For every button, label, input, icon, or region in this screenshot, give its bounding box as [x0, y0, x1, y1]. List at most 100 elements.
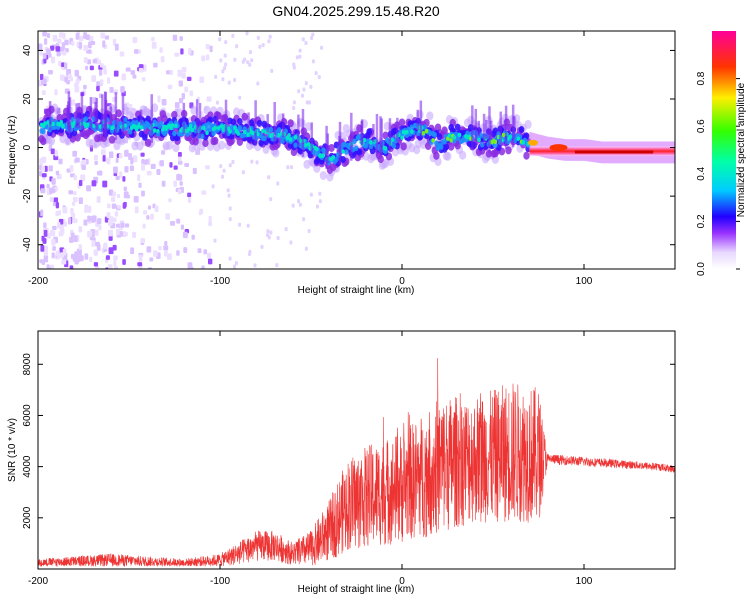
- speckle-cell: [138, 182, 142, 188]
- ridge-cell: [313, 163, 321, 173]
- speckle-cell: [98, 69, 103, 76]
- ridge-streak: [77, 102, 81, 129]
- ridge-cell: [293, 135, 298, 140]
- x-tick-label: -100: [210, 276, 230, 287]
- ridge-streak: [254, 100, 257, 146]
- speckle-cell: [101, 149, 106, 156]
- speckle-cell: [97, 218, 102, 225]
- speckle-cell: [207, 252, 212, 259]
- speckle-cell: [292, 65, 296, 70]
- ridge-cell: [315, 146, 319, 152]
- speckle-cell: [78, 244, 82, 250]
- speckle-cell: [86, 185, 92, 192]
- speckle-cell: [74, 86, 80, 93]
- speckle-cell: [320, 45, 324, 50]
- snr-line: [38, 358, 675, 568]
- ridge-cell: [277, 132, 281, 138]
- ridge-cell: [40, 137, 47, 146]
- speckle-cell: [165, 213, 170, 220]
- speckle-cell: [42, 31, 47, 37]
- speckle-cell: [199, 76, 205, 83]
- speckle-cell: [51, 178, 56, 185]
- speckle-cell: [150, 213, 154, 220]
- speckle-cell: [122, 176, 126, 182]
- speckle-cell: [140, 152, 145, 157]
- snr-x-ticks: -200 -100 0 100: [28, 331, 593, 587]
- ridge-cell: [447, 142, 455, 151]
- speckle-cell: [141, 190, 145, 197]
- ridge-cell: [493, 142, 498, 149]
- speckle-cell: [113, 70, 119, 77]
- speckle-cell: [48, 165, 53, 172]
- ridge-cell: [321, 153, 326, 158]
- speckle-cell: [102, 154, 106, 162]
- speckle-cell: [78, 226, 83, 233]
- speckle-cell: [304, 40, 308, 45]
- ridge-streak: [273, 102, 276, 145]
- ridge-cell: [256, 131, 260, 137]
- speckle-cell: [43, 229, 48, 237]
- speckle-cell: [76, 255, 81, 262]
- speckle-cell: [177, 174, 183, 181]
- speckle-cell: [121, 73, 127, 81]
- speckle-cell: [177, 188, 182, 195]
- speckle-cell: [292, 106, 296, 111]
- speckle-cell: [317, 75, 321, 80]
- colorbar-gradient: [712, 31, 736, 269]
- ridge-cell: [405, 129, 409, 135]
- speckle-cell: [231, 33, 235, 38]
- speckle-cell: [170, 220, 175, 226]
- speckle-cell: [39, 49, 43, 56]
- speckle-cell: [132, 231, 137, 238]
- ridge-streak: [360, 120, 363, 145]
- speckle-cell: [201, 190, 207, 195]
- colorbar-tick-label: 0.2: [696, 214, 707, 228]
- speckle-cell: [51, 252, 55, 259]
- speckle-cell: [151, 41, 157, 49]
- ridge-cell: [218, 140, 226, 150]
- speckle-cell: [64, 62, 68, 69]
- ridge-streak: [372, 124, 375, 143]
- speckle-cell: [173, 180, 177, 187]
- ridge-cell: [220, 124, 224, 129]
- speckle-cell: [78, 35, 84, 42]
- speckle-cell: [78, 42, 83, 49]
- ridge-cell: [139, 125, 144, 130]
- speckle-cell: [260, 244, 264, 249]
- ridge-cell: [212, 136, 219, 145]
- speckle-cell: [182, 231, 188, 238]
- speckle-cell: [93, 262, 99, 267]
- speckle-cell: [41, 156, 47, 163]
- speckle-cell: [253, 263, 257, 268]
- speckle-cell: [168, 198, 172, 203]
- speckle-cell: [78, 180, 83, 187]
- speckle-cell: [141, 77, 146, 82]
- ridge-cell: [400, 142, 407, 151]
- speckle-cell: [245, 31, 249, 36]
- ridge-cell: [433, 151, 440, 160]
- speckle-cell: [108, 264, 113, 269]
- speckle-cell: [102, 40, 106, 48]
- speckle-cell: [50, 45, 55, 51]
- ridge-cell: [457, 132, 462, 138]
- speckle-cell: [153, 62, 158, 68]
- ridge-cell: [83, 116, 89, 122]
- ridge-cell: [400, 135, 404, 141]
- ridge-cell: [158, 120, 164, 127]
- speckle-cell: [291, 203, 295, 208]
- ridge-cell: [268, 126, 274, 133]
- speckle-cell: [147, 205, 152, 210]
- speckle-cell: [265, 233, 269, 238]
- ridge-cell: [246, 135, 253, 143]
- ridge-cell: [276, 127, 282, 133]
- ridge-streak: [101, 94, 104, 136]
- speckle-cell: [250, 159, 254, 164]
- speckle-cell: [292, 62, 296, 67]
- speckle-cell: [286, 165, 290, 170]
- speckle-cell: [122, 259, 126, 265]
- speckle-cell: [132, 74, 137, 79]
- y-tick-label: 2000: [22, 506, 33, 529]
- speckle-cell: [39, 170, 43, 177]
- speckle-cell: [74, 82, 79, 88]
- ridge-streak: [396, 117, 399, 142]
